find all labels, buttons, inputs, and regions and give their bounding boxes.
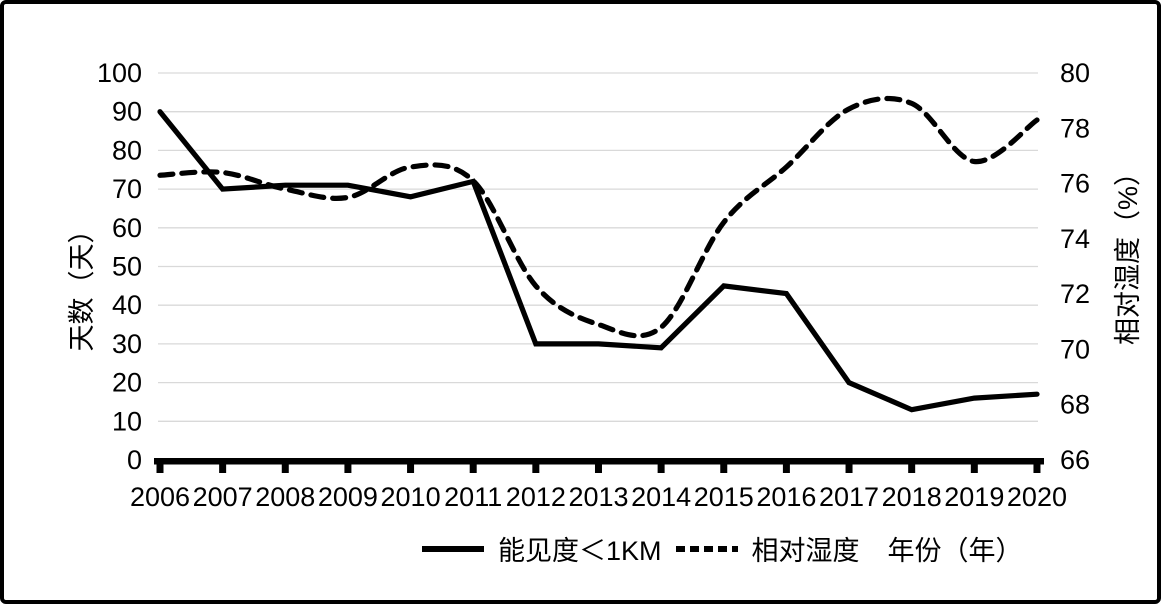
x-axis-tick-label: 2008 — [255, 482, 315, 512]
x-axis-tick — [407, 464, 415, 473]
x-axis-tick-label: 2018 — [882, 482, 942, 512]
x-axis: 2006 2007 2008 2009 2010 2011 2012 2013 2014 2015… — [130, 458, 1067, 512]
left-axis-tick-label: 70 — [112, 174, 142, 204]
left-axis-tick-label: 80 — [112, 135, 142, 165]
right-axis-tick-label: 76 — [1060, 169, 1090, 199]
left-axis-title: 天数（天） — [67, 216, 97, 352]
x-axis-tick-label: 2020 — [1007, 482, 1067, 512]
x-axis-tick — [469, 464, 477, 473]
x-axis-tick-label: 2009 — [318, 482, 378, 512]
x-axis-tick — [720, 464, 728, 473]
x-axis-tick — [594, 464, 602, 473]
x-axis-tick — [344, 464, 352, 473]
gridlines — [158, 72, 1038, 422]
left-axis-tick-label: 20 — [112, 368, 142, 398]
x-axis-tick — [908, 464, 916, 473]
x-axis-tick-label: 2015 — [694, 482, 754, 512]
right-axis-tick-label: 74 — [1060, 224, 1090, 254]
right-axis-tick-labels: 66 68 70 72 74 76 78 80 — [1060, 58, 1090, 475]
legend-label-visibility: 能见度＜1KM — [498, 536, 662, 566]
x-axis-tick — [970, 464, 978, 473]
x-axis-title: 年份（年） — [887, 536, 1023, 566]
legend-label-humidity: 相对湿度 — [751, 536, 860, 566]
left-axis-tick-label: 90 — [112, 97, 142, 127]
x-axis-tick-label: 2012 — [506, 482, 566, 512]
x-axis-tick — [532, 464, 540, 473]
x-axis-tick — [219, 464, 227, 473]
legend-solid-line-swatch — [422, 545, 484, 552]
right-axis-tick-label: 68 — [1060, 390, 1090, 420]
series-line-0 — [157, 109, 1040, 413]
x-axis-tick-label: 2016 — [756, 482, 816, 512]
left-axis-tick-label: 30 — [112, 329, 142, 359]
x-axis-tick-label: 2010 — [381, 482, 441, 512]
x-axis-tick — [657, 464, 665, 473]
left-axis-tick-label: 50 — [112, 252, 142, 282]
x-axis-tick-label: 2006 — [130, 482, 190, 512]
x-axis-tick-label: 2014 — [631, 482, 691, 512]
left-axis-tick-labels: 0 10 20 30 40 50 60 70 80 90 100 — [97, 58, 142, 475]
x-axis-tick — [845, 464, 853, 473]
right-axis-tick-label: 80 — [1060, 58, 1090, 88]
x-axis-tick-label: 2013 — [568, 482, 628, 512]
x-axis-tick-label: 2017 — [819, 482, 879, 512]
x-axis-tick-label: 2019 — [944, 482, 1004, 512]
x-axis-tick-label: 2011 — [444, 482, 502, 512]
x-axis-tick — [782, 464, 790, 473]
left-axis-tick-label: 10 — [112, 406, 142, 436]
right-axis-tick-label: 70 — [1060, 334, 1090, 364]
right-axis-title: 相对湿度（%） — [1113, 159, 1143, 346]
left-axis-tick-label: 40 — [112, 290, 142, 320]
x-axis-tick — [1033, 464, 1041, 473]
legend: 能见度＜1KM 相对湿度 年份（年） — [422, 529, 1023, 568]
x-axis-tick — [281, 464, 289, 473]
right-axis-tick-label: 78 — [1060, 113, 1090, 143]
left-axis-tick-label: 60 — [112, 213, 142, 243]
right-axis-tick-label: 72 — [1060, 279, 1090, 309]
right-axis-tick-label: 66 — [1060, 445, 1090, 475]
series-line-1 — [157, 96, 1040, 339]
legend-dashed-line-swatch — [675, 545, 738, 552]
left-axis-tick-label: 100 — [97, 58, 142, 88]
x-axis-tick-label: 2007 — [193, 482, 253, 512]
x-axis-tick — [156, 464, 164, 473]
left-axis-tick-label: 0 — [127, 445, 142, 475]
line-chart: 0 10 20 30 40 50 60 70 80 90 100 66 68 70 72 74 76 78 80 20… — [97, 58, 1090, 512]
